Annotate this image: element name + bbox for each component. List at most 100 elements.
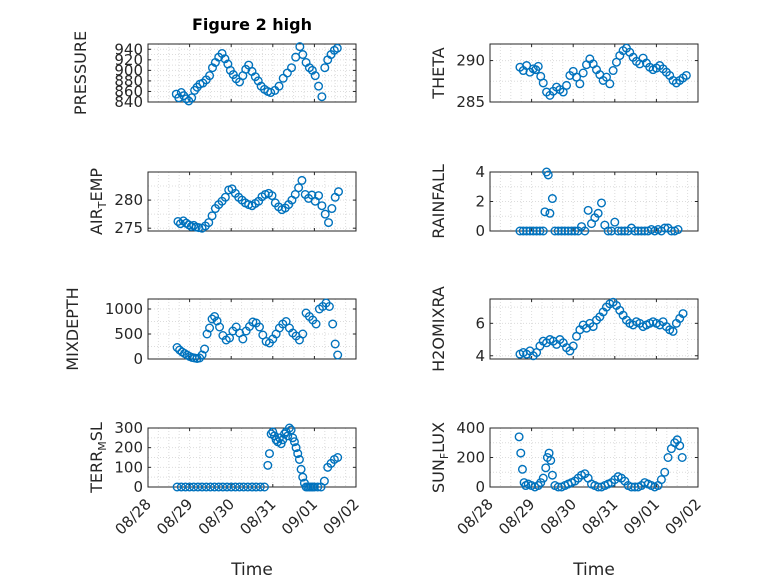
air_temp-data-point (173, 216, 183, 226)
air_temp-data-point (189, 220, 199, 230)
air_temp-data-point (297, 175, 307, 185)
terr_msl-data-point (319, 476, 329, 486)
sun_flux-data-point (677, 453, 687, 463)
mixdepth-data-point (311, 319, 321, 329)
terr_msl-axes-box (147, 427, 357, 488)
terr_msl-data-point (185, 482, 195, 492)
terr_msl-data-point (230, 482, 240, 492)
h2omixra-y-tick-label: 4 (475, 347, 485, 365)
terr_msl-data-point (193, 482, 203, 492)
sun_flux-data-point (675, 441, 685, 451)
panel-rainfall: 0 2 4 RAINFALL (429, 163, 699, 240)
terr_msl-data-point (235, 482, 245, 492)
x-tick-label: 09/02 (320, 495, 363, 538)
sun_flux-data-point (672, 435, 682, 445)
terr_msl-data-point (189, 482, 199, 492)
h2omixra-axes-box (489, 298, 699, 360)
pressure-y-tick-label: 840 (114, 93, 143, 111)
rainfall-data-point (593, 208, 603, 218)
rainfall-y-tick-label: 0 (475, 222, 485, 240)
x-tick-label: 08/31 (236, 495, 279, 538)
rainfall-data-point (557, 226, 567, 236)
rainfall-data-point (525, 226, 535, 236)
terr_msl-data-point (294, 454, 304, 464)
air_temp-data-point (334, 187, 344, 197)
rainfall-data-point (596, 198, 606, 208)
mixdepth-data-point (238, 334, 248, 344)
mixdepth-data-point (207, 314, 217, 324)
rainfall-data-point (673, 225, 683, 235)
theta-data-point (605, 79, 615, 89)
rainfall-data-point (522, 226, 532, 236)
rainfall-data-point (570, 226, 580, 236)
terr_msl-y-tick-label: 200 (114, 439, 143, 457)
rainfall-data-point (630, 226, 640, 236)
x-tick-label: 09/01 (620, 495, 663, 538)
rainfall-data-point (543, 170, 553, 180)
pressure-data-point (187, 93, 197, 103)
terr_msl-data-point (239, 482, 249, 492)
mixdepth-data-point (205, 323, 215, 333)
rainfall-data-point (545, 208, 555, 218)
terr_msl-y-tick-label: 100 (114, 458, 143, 476)
panel-theta: 285 290 THETA (429, 43, 699, 111)
pressure-data-point (310, 71, 320, 81)
theta-data-point (578, 68, 588, 78)
theta-data-point (608, 66, 618, 76)
rainfall-y-tick-label: 4 (475, 163, 485, 181)
rainfall-data-point (560, 226, 570, 236)
mixdepth-y-tick-label: 500 (114, 325, 143, 343)
terr_msl-data-point (210, 482, 220, 492)
sun_flux-data-point (630, 482, 640, 492)
rainfall-data-point (553, 226, 563, 236)
air_temp-data-point (327, 204, 337, 214)
sun_flux-data-point (660, 467, 670, 477)
rainfall-data-point (613, 226, 623, 236)
air_temp-data-point (314, 191, 324, 201)
terr_msl-data-point (264, 449, 274, 459)
terr_msl-data-point (180, 482, 190, 492)
rainfall-data-point (540, 207, 550, 217)
terr_msl-data-point (298, 472, 308, 482)
theta-data-point (575, 79, 585, 89)
air_temp-y-label: AIRTEMP (87, 168, 109, 235)
pressure-y-tick-label: 880 (114, 72, 143, 90)
x-tick-label: 08/30 (537, 495, 580, 538)
air_temp-y-tick-label: 280 (114, 191, 143, 209)
mixdepth-data-point (172, 343, 182, 353)
mixdepth-y-tick-label: 0 (133, 350, 143, 368)
panel-mixdepth: 0 500 1000 MIXDEPTH (63, 287, 357, 371)
figure-title: Figure 2 high (192, 15, 312, 34)
rainfall-data-point (636, 226, 646, 236)
mixdepth-data-point (328, 319, 338, 329)
terr_msl-data-point (226, 482, 236, 492)
mixdepth-y-label: MIXDEPTH (63, 287, 82, 370)
sun_flux-data-point (514, 432, 524, 442)
mixdepth-data-point (333, 350, 343, 360)
terr_msl-data-point (251, 482, 261, 492)
terr_msl-data-point (284, 423, 294, 433)
theta-y-tick-label: 290 (456, 52, 485, 70)
theta-y-tick-label: 285 (456, 93, 485, 111)
rainfall-data-point (640, 226, 650, 236)
x-tick-label: 08/29 (495, 495, 538, 538)
rainfall-axes-box (489, 171, 699, 232)
air_temp-data-point (320, 209, 330, 219)
terr_msl-y-tick-label: 300 (114, 419, 143, 437)
pressure-data-point (317, 92, 327, 102)
theta-data-point (681, 70, 691, 80)
rainfall-data-point (666, 226, 676, 236)
pressure-axes-box (147, 43, 357, 103)
terr_msl-data-point (293, 449, 303, 459)
x-tick-label: 09/01 (278, 495, 321, 538)
terr_msl-data-point (291, 443, 301, 453)
theta-data-point (562, 80, 572, 90)
rainfall-y-label: RAINFALL (429, 164, 448, 239)
terr_msl-y-tick-label: 0 (133, 478, 143, 496)
theta-data-point (538, 78, 548, 88)
sun_flux-y-tick-label: 400 (456, 419, 485, 437)
x-tick-label: 08/29 (153, 495, 196, 538)
mixdepth-data-point (298, 329, 308, 339)
terr_msl-data-point (289, 437, 299, 447)
